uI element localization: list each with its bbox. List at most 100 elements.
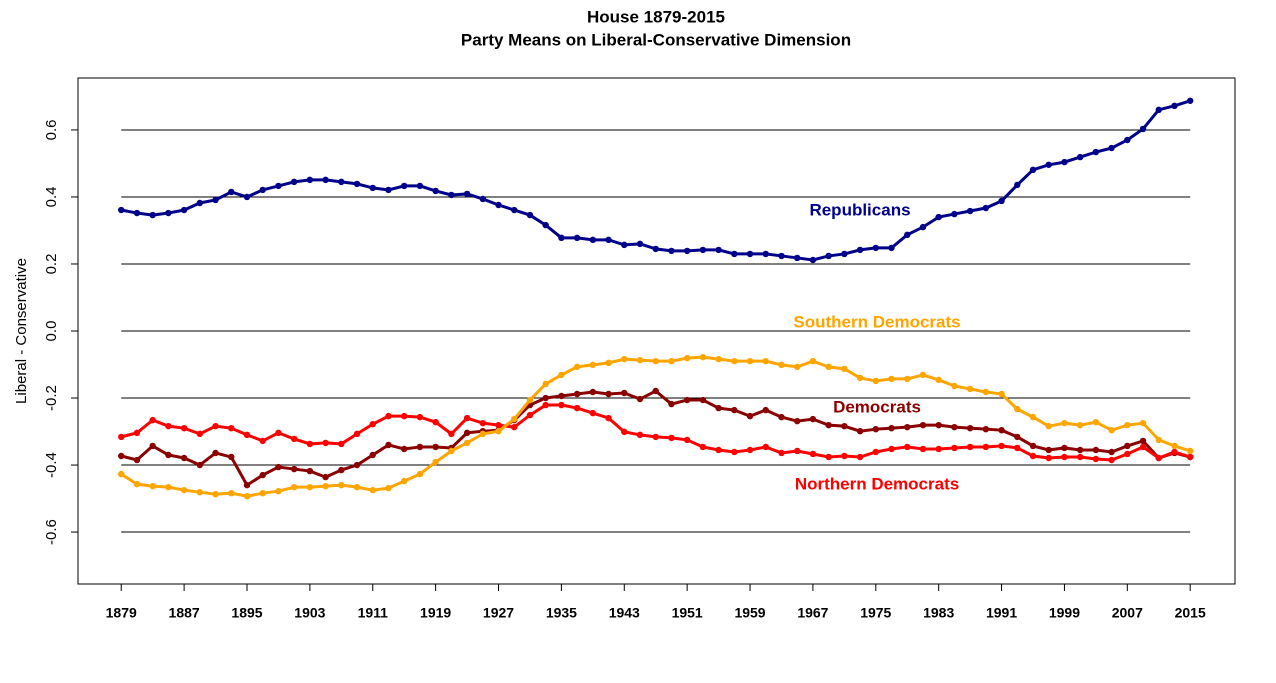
data-point	[369, 184, 376, 192]
data-point	[621, 428, 628, 436]
data-point	[998, 390, 1005, 398]
data-point	[306, 483, 314, 491]
data-point	[1108, 456, 1115, 464]
x-tick-label: 1935	[546, 605, 577, 621]
data-point	[542, 401, 549, 409]
data-point	[762, 406, 769, 414]
y-tick-label: 0.6	[43, 120, 60, 141]
data-point	[1014, 405, 1021, 413]
chart-title: House 1879-2015	[587, 7, 725, 26]
y-tick-label: -0.2	[43, 385, 60, 411]
data-point	[746, 250, 754, 258]
data-point	[699, 353, 707, 361]
data-point	[243, 493, 251, 500]
data-point	[558, 392, 565, 400]
data-point	[165, 483, 172, 491]
data-point	[149, 482, 156, 490]
data-point	[951, 382, 958, 390]
data-point	[259, 437, 266, 445]
data-point	[212, 196, 219, 204]
x-tick-label: 1927	[483, 605, 514, 621]
x-tick-label: 2015	[1175, 605, 1206, 621]
data-point	[385, 412, 392, 420]
data-point	[1045, 454, 1052, 462]
data-point	[888, 424, 895, 432]
data-point	[809, 415, 817, 423]
data-point	[841, 365, 848, 373]
data-point	[699, 246, 707, 254]
data-point	[228, 489, 235, 497]
data-point	[212, 422, 219, 430]
x-tick-label: 1919	[420, 605, 451, 621]
data-point	[778, 413, 785, 421]
data-point	[432, 458, 439, 466]
data-point	[1061, 453, 1068, 461]
data-point	[479, 195, 486, 203]
data-point	[149, 211, 156, 219]
data-point	[118, 470, 125, 478]
data-point	[1139, 125, 1147, 133]
data-point	[904, 375, 911, 383]
data-point	[1076, 453, 1084, 461]
data-point	[180, 454, 188, 462]
data-point	[935, 213, 942, 221]
data-point	[479, 419, 486, 427]
data-point	[511, 206, 518, 214]
data-point	[762, 357, 769, 365]
series-label: Democrats	[833, 397, 921, 416]
data-point	[621, 389, 628, 397]
data-point	[306, 467, 314, 475]
data-point	[400, 477, 408, 485]
data-point	[1155, 454, 1162, 462]
data-point	[731, 357, 738, 365]
data-point	[275, 463, 282, 471]
data-point	[180, 206, 188, 214]
data-point	[212, 449, 219, 457]
data-point	[118, 452, 125, 460]
data-point	[904, 231, 911, 239]
data-point	[306, 440, 314, 448]
data-point	[243, 193, 251, 201]
data-point	[605, 390, 612, 398]
data-point	[872, 425, 879, 433]
data-point	[558, 234, 565, 242]
data-point	[966, 207, 974, 215]
data-point	[683, 396, 691, 404]
chart-subtitle: Party Means on Liberal-Conservative Dime…	[461, 30, 851, 49]
data-point	[495, 427, 502, 435]
x-tick-label: 1983	[923, 605, 954, 621]
data-point	[1029, 452, 1037, 460]
data-point	[683, 436, 691, 444]
data-point	[495, 421, 502, 429]
data-point	[935, 376, 942, 384]
data-point	[1045, 422, 1052, 430]
data-point	[1092, 455, 1100, 463]
data-point	[133, 429, 141, 437]
data-point	[919, 421, 927, 429]
series-label: Northern Democrats	[795, 474, 959, 493]
data-point	[463, 190, 471, 198]
data-point	[353, 483, 361, 491]
data-point	[259, 186, 266, 194]
data-point	[809, 256, 817, 264]
data-point	[668, 247, 675, 255]
data-point	[275, 429, 282, 437]
data-point	[904, 423, 911, 431]
data-point	[1186, 447, 1194, 455]
data-point	[1029, 442, 1037, 450]
data-point	[353, 430, 361, 438]
data-point	[1061, 419, 1068, 427]
data-point	[778, 361, 785, 369]
data-point	[652, 245, 659, 253]
data-point	[636, 240, 644, 248]
data-point	[809, 450, 817, 458]
data-point	[872, 377, 879, 385]
data-point	[966, 424, 974, 432]
x-tick-label: 1903	[294, 605, 325, 621]
data-point	[715, 404, 722, 412]
data-point	[228, 453, 235, 461]
data-point	[715, 355, 722, 363]
data-point	[448, 430, 455, 438]
data-point	[118, 206, 125, 214]
